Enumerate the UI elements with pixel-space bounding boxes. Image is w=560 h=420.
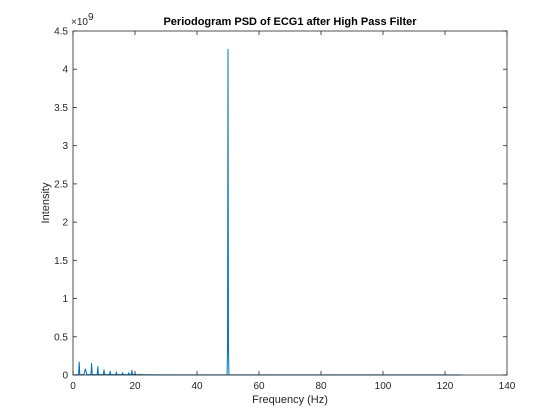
x-tick-label: 100 <box>375 381 392 392</box>
y-tick-label: 3.5 <box>54 103 68 114</box>
y-tick-label: 2 <box>62 218 68 229</box>
x-tick-label: 120 <box>437 381 454 392</box>
x-tick-label: 60 <box>253 381 265 392</box>
x-tick-label: 80 <box>315 381 327 392</box>
chart-title: Periodogram PSD of ECG1 after High Pass … <box>163 16 417 28</box>
y-axis: 0 0.5 1 1.5 2 2.5 3 3.5 4 4.5 <box>54 27 507 382</box>
y-tick-label: 0.5 <box>54 332 68 343</box>
y-multiplier-label: ×10 <box>71 17 88 28</box>
y-tick-label: 0 <box>62 371 68 382</box>
y-tick-label: 2.5 <box>54 179 68 190</box>
x-tick-label: 20 <box>129 381 141 392</box>
plot-area <box>73 31 507 375</box>
x-tick-label: 140 <box>499 381 516 392</box>
x-tick-label: 0 <box>70 381 76 392</box>
axes-box <box>72 30 508 376</box>
x-tick-label: 40 <box>191 381 203 392</box>
y-multiplier-exponent: 9 <box>88 12 94 23</box>
y-tick-label: 3 <box>62 141 68 152</box>
y-tick-label: 1 <box>62 294 68 305</box>
x-axis-label: Frequency (Hz) <box>252 394 328 406</box>
y-tick-label: 1.5 <box>54 256 68 267</box>
y-tick-label: 4 <box>62 65 68 76</box>
x-axis: 0 20 40 60 80 100 120 140 <box>70 31 516 392</box>
y-axis-label: Intensity <box>40 182 52 223</box>
y-tick-label: 4.5 <box>54 27 68 38</box>
